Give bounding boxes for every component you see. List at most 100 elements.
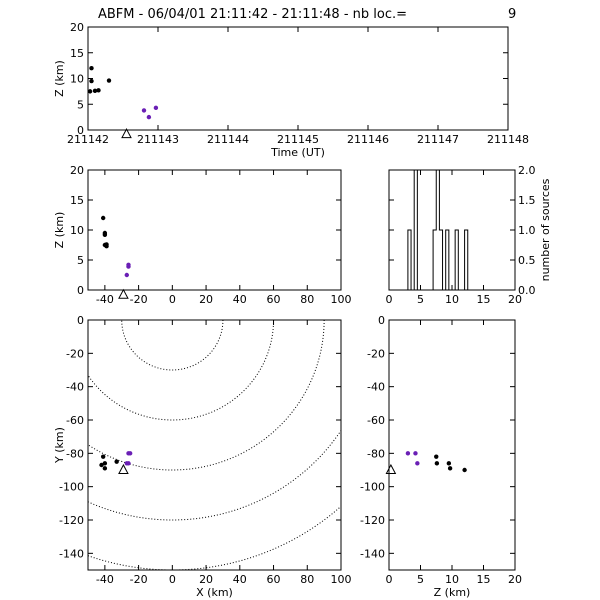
station-marker [385,463,397,474]
data-point [106,78,112,83]
data-point [413,451,418,456]
data-point [89,66,94,71]
y-tick-label: -80 [367,447,385,460]
data-point [415,461,420,466]
y-axis-label: Y (km) [53,427,66,464]
figure-count: 9 [508,7,516,22]
y-tick-label: 20 [70,164,84,177]
data-point [102,461,108,466]
x-axis-label: X (km) [196,586,233,599]
y-tick-label: 0 [77,124,84,137]
y-tick-label: -120 [59,514,84,527]
plot-frame [87,169,342,291]
y-tick-label: -140 [360,547,385,560]
y-tick-label: -20 [66,347,84,360]
x_height-panel: -40 -20 0 20 40 60 80 100 0 5 10 15 20 Z (km) [53,164,352,306]
station-marker [118,463,129,474]
y-tick-label: -40 [66,381,84,394]
data-point [88,89,93,94]
x-axis-label: Z (km) [434,586,471,599]
data-point [102,466,108,471]
x-tick-label: 40 [233,573,247,586]
y-tick-label: 20 [70,21,84,34]
y-tick-label: 15 [70,194,84,207]
x-tick-label: 60 [267,293,281,306]
x-tick-label: -20 [130,293,148,306]
data-point [405,451,411,456]
y-tick-label: 0.0 [518,284,536,297]
x-tick-label: -40 [96,573,114,586]
y-tick-label: -60 [66,414,84,427]
y-tick-label: 10 [70,73,84,86]
x-tick-label: 0 [386,573,393,586]
x-tick-label: 100 [331,293,352,306]
y-tick-label: 0.5 [518,254,536,267]
data-point [141,108,147,113]
data-point [99,462,104,468]
data-point [446,461,452,466]
y-tick-label: -140 [59,547,84,560]
y-axis-label: Z (km) [53,60,66,97]
x-tick-label: 211143 [137,133,179,146]
x-tick-label: 211145 [277,133,319,146]
x-tick-label: 211147 [417,133,459,146]
station-marker [121,128,132,139]
x-tick-label: 10 [445,573,459,586]
range-rings [88,320,341,570]
y-tick-label: -120 [360,514,385,527]
y-tick-label: -100 [59,481,84,494]
y-tick-label: 0 [77,284,84,297]
x-tick-label: 211148 [487,133,529,146]
y-tick-label: 5 [77,254,84,267]
x-axis-label: Time (UT) [270,146,325,159]
plot-frame [388,319,516,571]
data-point [102,232,108,237]
x-tick-label: 80 [300,573,314,586]
station-marker [118,288,129,299]
data-point [126,264,131,269]
x-tick-label: -20 [130,573,148,586]
data-point [89,78,94,84]
y-tick-label: 5 [77,98,84,111]
y-tick-label: -60 [367,414,385,427]
x-tick-label: 100 [331,573,352,586]
y-tick-label: -20 [367,347,385,360]
x-tick-label: 211146 [347,133,389,146]
plot-frame [87,26,509,131]
y-tick-label: 10 [70,224,84,237]
data-point [462,467,467,473]
data-point [100,454,106,459]
data-point [104,244,109,249]
data-point [434,461,440,466]
data-point [92,88,98,94]
y-tick-label: 15 [70,47,84,60]
histogram-step [389,170,515,290]
y-tick-label: -100 [360,481,385,494]
y-tick-label: -40 [367,381,385,394]
plot-frame [87,319,342,571]
data-point [153,105,159,111]
x-tick-label: 60 [267,573,281,586]
y-tick-label: -80 [66,447,84,460]
x-tick-label: 10 [445,293,459,306]
y-tick-label: 1.0 [518,224,536,237]
plan_view-panel: -40 -20 0 20 40 60 80 100 -140 -120 -100 -80 -60 -40 -… [53,314,352,599]
data-point [124,272,129,278]
x-tick-label: 5 [417,293,424,306]
x-tick-label: 211144 [207,133,249,146]
x-tick-label: 211142 [67,133,109,146]
y-tick-label: 0 [378,314,385,327]
range-ring [121,320,224,371]
data-point [96,88,101,93]
x-tick-label: 15 [477,293,491,306]
x-tick-label: 20 [199,293,213,306]
time_height-panel: 211142 211143 211144 211145 211146 211147 2111… [53,21,529,159]
x-tick-label: 40 [233,293,247,306]
x-tick-label: 0 [169,573,176,586]
data-point [127,451,133,456]
data-point [146,114,152,120]
x-tick-label: 20 [199,573,213,586]
x-tick-label: 0 [169,293,176,306]
